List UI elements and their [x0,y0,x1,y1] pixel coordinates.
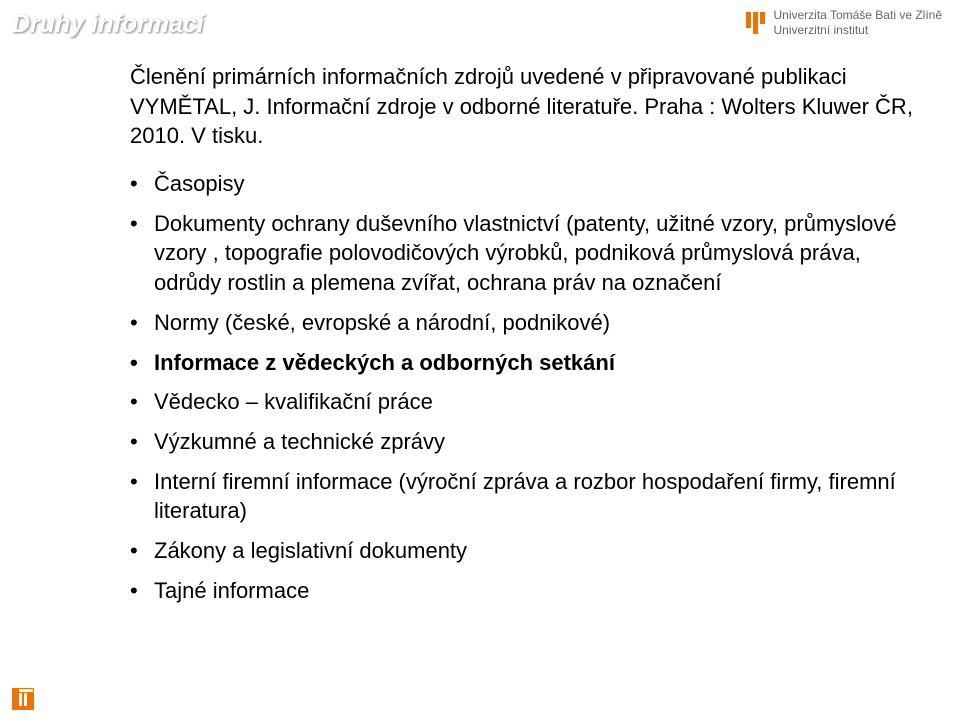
slide: Druhy informací Univerzita Tomáše Bati v… [0,0,960,720]
list-item: Časopisy [130,169,920,199]
slide-title: Druhy informací [12,10,204,39]
logo-bar-3 [760,12,765,24]
intro-text: Členění primárních informačních zdrojů u… [130,62,920,151]
logo-bar-2 [753,12,758,34]
footer-logo-icon [12,688,34,710]
university-logo: Univerzita Tomáše Bati ve Zlíně Univerzi… [746,8,942,38]
list-item: Informace z vědeckých a odborných setkán… [130,348,920,378]
content-area: Členění primárních informačních zdrojů u… [130,62,920,615]
logo-bar-1 [746,12,751,28]
list-item: Dokumenty ochrany duševního vlastnictví … [130,209,920,298]
list-item: Normy (české, evropské a národní, podnik… [130,308,920,338]
logo-text: Univerzita Tomáše Bati ve Zlíně Univerzi… [773,8,942,38]
logo-mark-icon [746,12,765,34]
list-item: Tajné informace [130,576,920,606]
logo-line1: Univerzita Tomáše Bati ve Zlíně [773,8,942,23]
list-item: Vědecko – kvalifikační práce [130,387,920,417]
list-item: Interní firemní informace (výroční zpráv… [130,467,920,526]
list-item: Zákony a legislativní dokumenty [130,536,920,566]
list-item: Výzkumné a technické zprávy [130,427,920,457]
bullet-list: Časopisy Dokumenty ochrany duševního vlas… [130,169,920,605]
logo-line2: Univerzitní institut [773,23,942,38]
